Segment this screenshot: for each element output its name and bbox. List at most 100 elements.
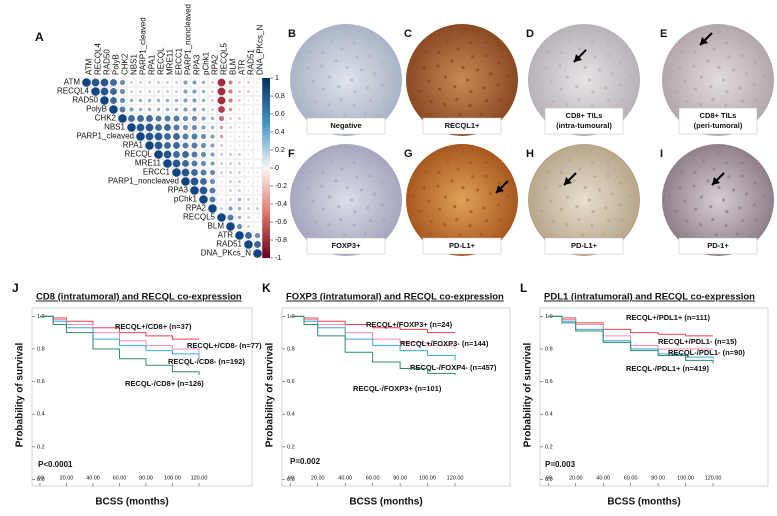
- correlation-circle: [119, 97, 126, 104]
- nucleus: [446, 158, 450, 162]
- caption: FOXP3+: [332, 241, 362, 250]
- nucleus: [344, 30, 348, 34]
- caption-box: [544, 237, 624, 255]
- correlation-circle: [228, 98, 233, 103]
- nucleus: [551, 99, 555, 104]
- nucleus: [580, 233, 584, 237]
- nucleus: [372, 192, 376, 196]
- nucleus: [443, 223, 447, 227]
- nucleus: [295, 73, 299, 78]
- survival-curve: [548, 315, 714, 364]
- nucleus: [330, 158, 334, 162]
- nucleus: [380, 203, 384, 207]
- nucleus: [754, 218, 758, 222]
- column-label: RECQL4: [94, 42, 103, 75]
- nucleus: [628, 74, 632, 78]
- nucleus: [628, 194, 632, 198]
- nucleus: [732, 188, 736, 192]
- correlation-circle: [220, 144, 223, 147]
- correlation-circle: [217, 213, 226, 222]
- nucleus: [598, 188, 602, 192]
- nucleus: [381, 181, 385, 185]
- correlation-circle: [210, 152, 215, 157]
- nucleus: [558, 184, 562, 188]
- correlation-circle: [200, 178, 207, 185]
- correlation-circle: [238, 135, 241, 138]
- nucleus: [498, 218, 502, 222]
- nucleus: [368, 99, 373, 103]
- correlation-circle: [136, 123, 145, 132]
- caption: CD8+ TILs: [700, 111, 737, 120]
- nucleus: [606, 54, 610, 58]
- nucleus: [312, 232, 316, 237]
- nucleus: [716, 150, 720, 154]
- correlation-circle: [128, 115, 135, 122]
- correlation-circle: [164, 142, 171, 149]
- caption-box: [678, 107, 758, 135]
- nucleus: [692, 64, 696, 68]
- correlation-circle: [145, 123, 154, 132]
- row-label: ATR: [218, 231, 234, 240]
- nucleus: [383, 48, 388, 52]
- correlation-circle: [228, 80, 233, 85]
- nucleus: [456, 167, 460, 171]
- nucleus: [674, 89, 678, 93]
- correlation-circle: [192, 98, 197, 103]
- nucleus: [683, 199, 687, 203]
- nucleus: [484, 99, 489, 103]
- nucleus: [685, 99, 689, 104]
- y-tick-label: 0.4: [287, 412, 295, 418]
- nucleus: [565, 195, 570, 199]
- column-label: RECQL5: [220, 42, 229, 75]
- nucleus: [468, 223, 472, 228]
- nucleus: [740, 174, 744, 178]
- y-tick-label: 0.2: [287, 444, 295, 450]
- row-label: RPA1: [123, 141, 144, 150]
- nucleus: [427, 79, 431, 83]
- nucleus: [476, 188, 480, 192]
- nucleus: [533, 73, 537, 78]
- nucleus: [506, 74, 510, 78]
- nucleus: [311, 199, 315, 203]
- correlation-circle: [145, 141, 154, 150]
- correlation-circle: [157, 90, 160, 93]
- nucleus: [339, 217, 343, 222]
- nucleus: [411, 73, 415, 78]
- nucleus: [353, 90, 357, 94]
- correlation-circle: [200, 169, 207, 176]
- y-tick-label: 0.0: [545, 477, 553, 483]
- arrow-head: [574, 54, 582, 62]
- correlation-circle: [217, 78, 226, 87]
- nucleus: [714, 233, 718, 237]
- column-label: RAD50: [103, 49, 112, 75]
- correlation-circle: [183, 80, 188, 85]
- row-label: RPA3: [168, 186, 189, 195]
- correlation-circle: [257, 136, 258, 137]
- nucleus: [368, 174, 372, 178]
- p-value: P=0.002: [290, 457, 321, 466]
- plot-frame: [539, 307, 769, 487]
- correlation-circle: [181, 168, 190, 177]
- colorbar-tick-label: 0: [275, 165, 279, 172]
- x-axis-label: BCSS (months): [95, 497, 168, 508]
- correlation-circle: [118, 114, 127, 123]
- nucleus: [680, 170, 684, 174]
- correlation-circle: [220, 207, 223, 210]
- nucleus: [497, 61, 501, 65]
- nucleus: [488, 192, 492, 196]
- row-label: PARP1_noncleaved: [108, 177, 179, 186]
- nucleus: [418, 209, 422, 213]
- nucleus: [334, 179, 338, 183]
- x-tick-label: 60.00: [624, 475, 638, 481]
- correlation-circle: [247, 207, 250, 210]
- correlation-circle: [220, 162, 223, 165]
- correlation-circle: [228, 206, 233, 211]
- nucleus: [334, 59, 338, 63]
- nucleus: [614, 234, 619, 238]
- nucleus: [321, 50, 325, 55]
- nucleus: [755, 48, 760, 52]
- column-label: pChk1: [202, 51, 211, 75]
- caption-box: [678, 237, 758, 255]
- nucleus: [724, 161, 729, 165]
- nucleus: [618, 203, 622, 207]
